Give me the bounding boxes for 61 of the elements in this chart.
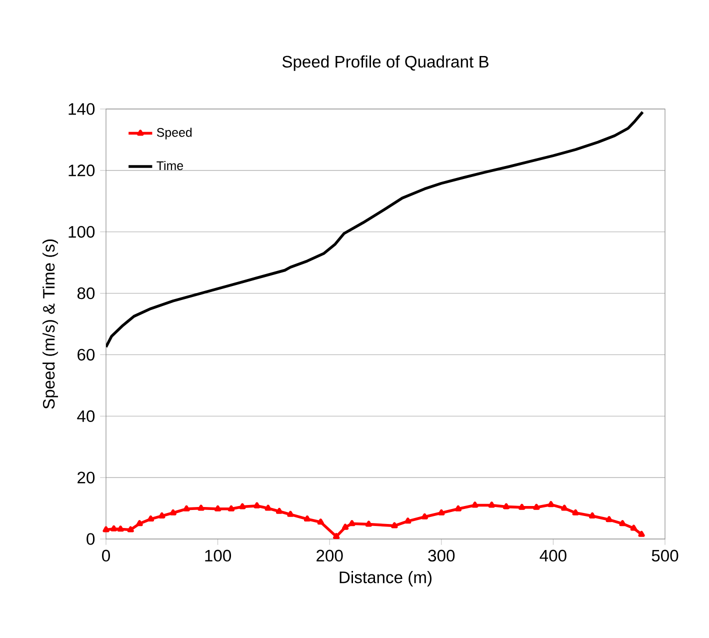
point [304,515,311,522]
point [561,504,568,511]
point [136,520,143,526]
point [198,504,204,511]
point [183,505,190,512]
x-tick-label: 0 [102,550,110,562]
x-tick-label: 500 [652,550,678,562]
point [365,520,372,527]
point [342,524,349,530]
point [170,509,176,516]
point [533,504,540,510]
point [117,526,124,532]
y-tick-label: 100 [68,226,95,238]
point [438,509,445,516]
y-tick-label: 60 [78,348,95,361]
point [158,512,166,518]
y-tick-label: 120 [68,164,95,176]
point [317,518,324,525]
y-tick-label: 80 [77,287,95,300]
point [228,505,235,512]
point [287,510,294,517]
point [404,518,412,524]
point [606,516,612,522]
x-tick-label: 400 [540,550,566,562]
y-axis-title: Speed (m/s) & Time (s) [42,240,58,409]
y-tick-label: 20 [78,472,95,484]
y-tick-label: 0 [86,533,95,545]
point [502,503,510,510]
point [147,515,154,522]
x-axis-title: Distance (m) [340,571,432,587]
y-tick-label: 40 [77,410,95,422]
point [391,522,398,528]
point [619,520,626,526]
point [472,502,478,508]
point [548,501,554,508]
point [127,526,134,532]
point [110,525,118,532]
x-tick-label: 100 [205,550,232,562]
point [333,532,340,540]
point [630,524,637,531]
line-series [106,110,644,348]
point [348,520,356,526]
y-tick-label: 140 [68,103,95,115]
point [488,502,496,508]
point [454,505,462,512]
point [102,526,110,532]
x-tick-label: 200 [316,550,343,562]
x-tick-label: 300 [428,550,455,562]
point [276,508,283,514]
point [254,502,260,508]
point [214,505,222,512]
point [572,509,579,516]
point [589,512,596,518]
point [421,513,428,520]
point [638,530,645,537]
point [518,504,526,510]
legend-label: Speed [156,128,192,140]
legend-label: Time [156,160,184,170]
chart-title: Speed Profile of Quadrant B [282,55,488,71]
point [239,503,246,510]
point [264,504,272,511]
